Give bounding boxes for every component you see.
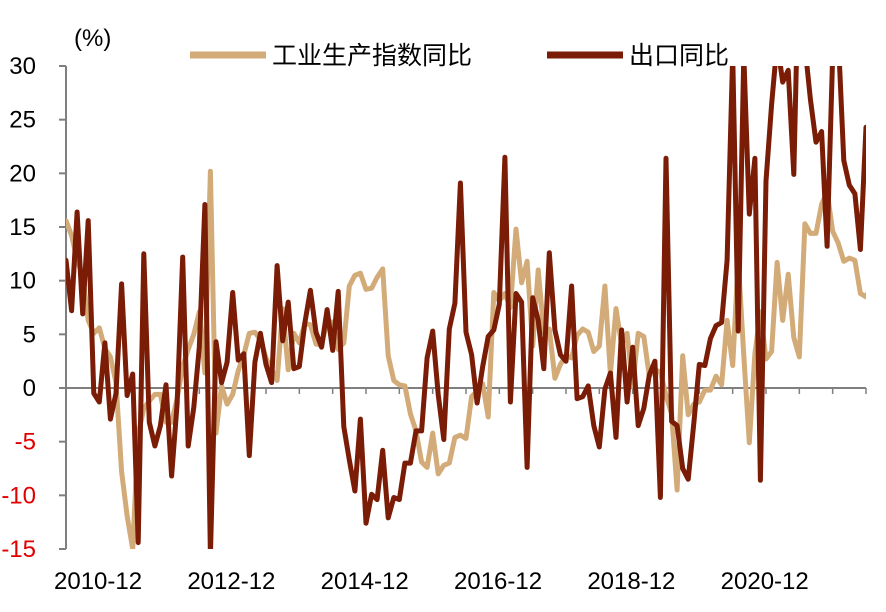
y-unit-label: (%) xyxy=(74,25,111,52)
x-tick-label: 2012-12 xyxy=(187,568,275,595)
y-tick-label: 5 xyxy=(23,321,36,348)
x-tick-label: 2014-12 xyxy=(321,568,409,595)
y-tick-label: 0 xyxy=(23,375,36,402)
x-tick-label: 2016-12 xyxy=(454,568,542,595)
x-tick-label: 2010-12 xyxy=(54,568,142,595)
y-tick-label: 10 xyxy=(9,268,36,295)
y-tick-label: -15 xyxy=(1,536,36,563)
x-axis: 2010-12 2012-12 2014-12 2016-12 2018-12 2020-… xyxy=(54,387,867,595)
y-tick-label: 20 xyxy=(9,160,36,187)
legend-label-industrial-production: 工业生产指数同比 xyxy=(272,41,472,70)
series-layer xyxy=(66,66,866,549)
y-tick-label: 15 xyxy=(9,214,36,241)
y-tick-label: -5 xyxy=(15,429,36,456)
y-tick-label: -10 xyxy=(1,482,36,509)
y-tick-label: 30 xyxy=(9,53,36,80)
y-axis: -15 -10 -5 0 5 10 15 20 25 30 xyxy=(1,53,67,563)
series-line-exports xyxy=(66,66,866,549)
legend-label-exports: 出口同比 xyxy=(629,41,729,70)
x-tick-label: 2020-12 xyxy=(721,568,809,595)
legend: 工业生产指数同比 出口同比 xyxy=(190,41,729,70)
y-tick-label: 25 xyxy=(9,107,36,134)
x-tick-label: 2018-12 xyxy=(587,568,675,595)
